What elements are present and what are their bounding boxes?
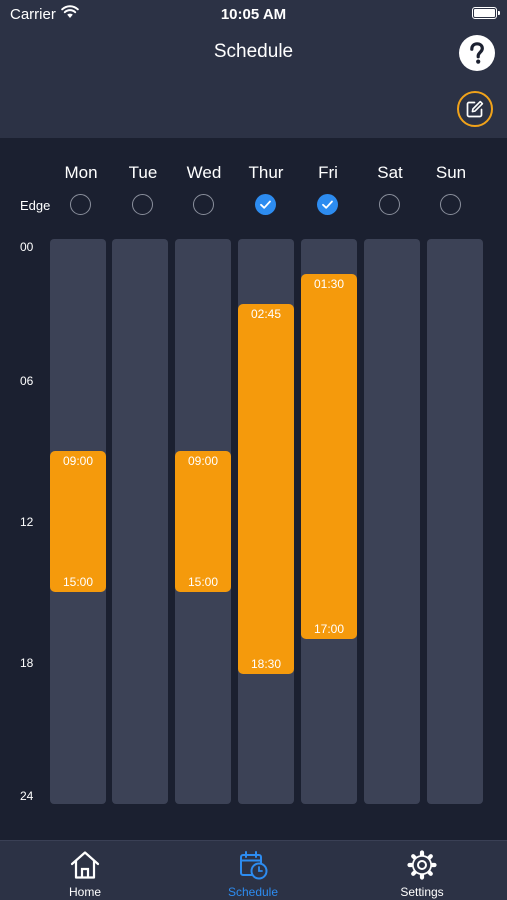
edge-label: Edge bbox=[20, 198, 51, 213]
day-track-fri[interactable]: 01:30 17:00 bbox=[301, 239, 357, 804]
tab-settings-label: Settings bbox=[400, 885, 444, 899]
day-track-sat[interactable] bbox=[364, 239, 420, 804]
edge-toggle-fri[interactable] bbox=[317, 194, 338, 215]
day-label-tue: Tue bbox=[128, 163, 158, 182]
checkmark-icon bbox=[260, 200, 271, 209]
house-icon bbox=[70, 851, 100, 879]
edge-toggle-thur[interactable] bbox=[255, 194, 276, 215]
day-label-mon: Mon bbox=[64, 163, 98, 182]
header: Carrier 10:05 AM Schedule bbox=[0, 0, 507, 138]
block-end-time: 18:30 bbox=[250, 657, 282, 672]
block-start-time: 09:00 bbox=[62, 453, 94, 468]
block-end-time: 15:00 bbox=[187, 575, 219, 590]
day-track-mon[interactable]: 09:00 15:00 bbox=[50, 239, 106, 804]
hour-label-06: 06 bbox=[20, 374, 34, 388]
day-track-tue[interactable] bbox=[112, 239, 168, 804]
edge-toggle-sat[interactable] bbox=[379, 194, 400, 215]
page-title: Schedule bbox=[213, 41, 294, 62]
day-track-thur[interactable]: 02:45 18:30 bbox=[238, 239, 294, 804]
edit-icon bbox=[466, 100, 484, 118]
tab-schedule[interactable]: Schedule bbox=[193, 841, 313, 900]
schedule-block-mon[interactable]: 09:00 15:00 bbox=[50, 450, 106, 593]
block-end-time: 15:00 bbox=[62, 575, 94, 590]
edge-toggle-wed[interactable] bbox=[193, 194, 214, 215]
day-label-sun: Sun bbox=[435, 163, 467, 182]
checkmark-icon bbox=[322, 200, 333, 209]
tab-home[interactable]: Home bbox=[25, 841, 145, 900]
edge-toggle-mon[interactable] bbox=[70, 194, 91, 215]
status-bar: Carrier 10:05 AM bbox=[0, 0, 507, 30]
day-track-wed[interactable]: 09:00 15:00 bbox=[175, 239, 231, 804]
clock-time: 10:05 AM bbox=[220, 6, 287, 23]
calendar-clock-icon bbox=[240, 851, 268, 880]
battery-icon bbox=[472, 7, 500, 19]
block-end-time: 17:00 bbox=[313, 622, 345, 637]
schedule-block-wed[interactable]: 09:00 15:00 bbox=[175, 450, 231, 593]
tab-home-label: Home bbox=[68, 885, 101, 899]
hour-label-24: 24 bbox=[20, 789, 34, 803]
edit-button[interactable] bbox=[457, 91, 493, 127]
wifi-icon bbox=[61, 5, 79, 18]
tab-settings[interactable]: Settings bbox=[362, 841, 482, 900]
edge-toggle-sun[interactable] bbox=[440, 194, 461, 215]
schedule-block-thur[interactable]: 02:45 18:30 bbox=[238, 303, 294, 675]
day-label-thur: Thur bbox=[248, 163, 284, 182]
hour-label-00: 00 bbox=[20, 240, 34, 254]
day-label-wed: Wed bbox=[186, 163, 222, 182]
hour-label-12: 12 bbox=[20, 515, 34, 529]
block-start-time: 02:45 bbox=[250, 306, 282, 321]
gear-icon bbox=[407, 850, 437, 880]
tab-bar: Home Schedule Settings bbox=[0, 840, 507, 900]
help-button[interactable] bbox=[459, 35, 495, 71]
block-start-time: 09:00 bbox=[187, 453, 219, 468]
day-label-fri: Fri bbox=[318, 163, 338, 182]
carrier-label: Carrier bbox=[10, 6, 56, 23]
edge-toggle-tue[interactable] bbox=[132, 194, 153, 215]
day-label-sat: Sat bbox=[377, 163, 403, 182]
block-start-time: 01:30 bbox=[313, 277, 345, 292]
day-track-sun[interactable] bbox=[427, 239, 483, 804]
tab-schedule-label: Schedule bbox=[227, 885, 279, 899]
hour-label-18: 18 bbox=[20, 656, 34, 670]
schedule-block-fri[interactable]: 01:30 17:00 bbox=[301, 274, 357, 640]
question-mark-icon bbox=[470, 42, 484, 64]
